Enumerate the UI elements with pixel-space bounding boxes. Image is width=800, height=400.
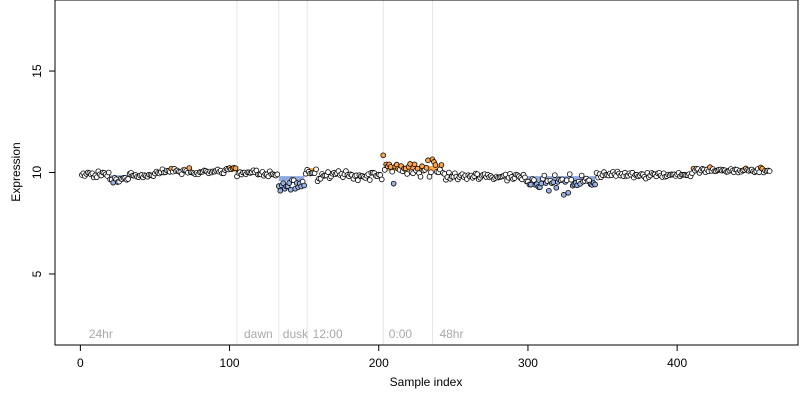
x-axis: 0 100 200 300 400 xyxy=(77,344,687,370)
data-point xyxy=(232,165,239,172)
x-tick-label: 100 xyxy=(220,356,240,370)
data-point xyxy=(105,169,112,176)
data-point xyxy=(538,180,545,187)
x-tick-label: 300 xyxy=(518,356,538,370)
data-point xyxy=(125,176,131,182)
annotation-dusk: dusk xyxy=(283,327,309,341)
y-axis-label: Expression xyxy=(9,142,23,201)
annotation-0:00: 0:00 xyxy=(389,327,413,341)
data-point xyxy=(411,161,418,168)
y-tick-label: 10 xyxy=(30,166,44,180)
data-point xyxy=(432,162,439,168)
phase-annotations: 24hr dawn dusk 12:00 0:00 48hr xyxy=(89,327,464,341)
data-points xyxy=(79,152,773,198)
data-point xyxy=(404,171,410,177)
data-point xyxy=(355,177,361,184)
data-point xyxy=(546,187,552,194)
data-point xyxy=(541,172,548,179)
y-axis: 5 10 15 xyxy=(30,64,56,277)
annotation-24hr: 24hr xyxy=(89,327,113,341)
x-tick-label: 200 xyxy=(369,356,389,370)
data-point xyxy=(417,173,424,180)
data-point xyxy=(578,172,585,179)
y-tick-label: 5 xyxy=(30,270,44,277)
x-axis-label: Sample index xyxy=(390,375,463,389)
data-point xyxy=(301,182,307,189)
data-point xyxy=(565,189,572,196)
data-point xyxy=(423,165,430,171)
data-point xyxy=(277,187,284,194)
data-point xyxy=(313,166,319,173)
data-point xyxy=(446,169,452,176)
y-tick-label: 15 xyxy=(30,64,44,78)
data-point xyxy=(390,180,397,187)
data-point xyxy=(367,177,373,183)
data-point xyxy=(381,167,388,173)
data-point xyxy=(550,179,557,186)
data-point xyxy=(380,152,387,159)
data-point xyxy=(552,172,558,178)
annotation-48hr: 48hr xyxy=(439,327,463,341)
data-point xyxy=(566,171,573,177)
data-point xyxy=(425,157,431,164)
data-point xyxy=(766,168,773,174)
annotation-dawn: dawn xyxy=(244,327,273,341)
data-point xyxy=(531,177,537,183)
x-tick-label: 400 xyxy=(667,356,687,370)
data-point xyxy=(378,176,385,183)
data-point xyxy=(389,168,395,175)
data-point xyxy=(287,186,294,193)
x-tick-label: 0 xyxy=(77,356,84,370)
data-point xyxy=(560,192,567,198)
data-point xyxy=(407,161,413,167)
annotation-12:00: 12:00 xyxy=(313,327,343,341)
data-point xyxy=(325,169,331,175)
data-point xyxy=(438,162,445,168)
data-point xyxy=(387,164,394,170)
data-point xyxy=(553,184,560,191)
data-point xyxy=(274,171,281,178)
data-point xyxy=(428,169,434,176)
data-point xyxy=(592,181,598,188)
data-point xyxy=(568,177,575,183)
data-point xyxy=(563,177,570,184)
